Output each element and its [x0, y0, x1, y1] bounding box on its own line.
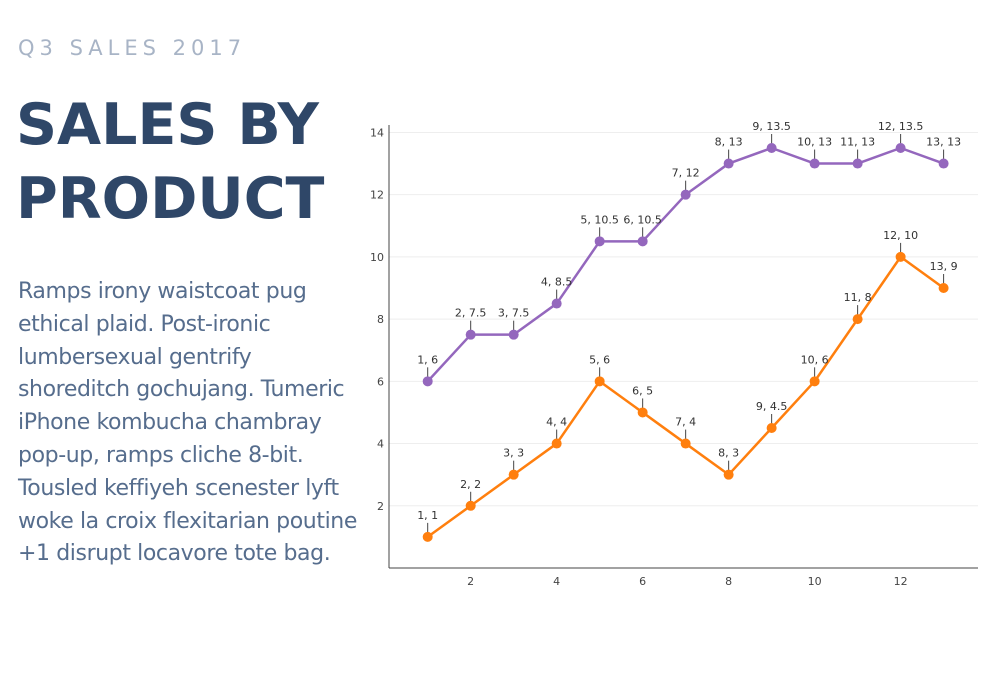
data-point: [422, 531, 433, 542]
data-point: [766, 423, 777, 433]
data-label: 4, 8.5: [541, 276, 573, 289]
data-label: 2, 7.5: [455, 307, 487, 320]
data-label: 6, 5: [632, 384, 653, 397]
data-label: 3, 7.5: [498, 307, 530, 320]
x-tick-label: 4: [553, 575, 560, 588]
data-point: [852, 314, 863, 325]
data-label: 11, 8: [844, 291, 872, 304]
data-label: 13, 13: [926, 136, 961, 149]
y-tick-label: 6: [377, 375, 384, 388]
data-label: 6, 10.5: [623, 213, 661, 226]
data-point: [809, 158, 820, 169]
x-tick-label: 12: [894, 575, 908, 588]
data-point: [680, 189, 691, 200]
data-point: [895, 251, 906, 262]
x-tick-label: 2: [467, 575, 474, 588]
data-label: 12, 10: [883, 229, 918, 242]
data-point: [766, 143, 777, 153]
description-paragraph: Ramps irony waistcoat pug ethical plaid.…: [18, 279, 357, 567]
data-label: 3, 3: [503, 447, 524, 460]
chart-series: 1, 6 2, 7.5 3, 7.5 4, 8.5 5, 10.5 6, 10.5 7, 1…: [417, 120, 961, 542]
data-label: 13, 9: [930, 260, 958, 273]
data-point: [938, 158, 949, 169]
kicker-text: Q3 SALES 2017: [18, 36, 247, 60]
data-point: [938, 283, 949, 293]
data-label: 2, 2: [460, 478, 481, 491]
data-label: 11, 13: [840, 136, 875, 149]
chart-gridlines: [389, 131, 978, 507]
y-tick-label: 10: [370, 251, 384, 264]
y-tick-label: 2: [377, 500, 384, 513]
series-0: 1, 6 2, 7.5 3, 7.5 4, 8.5 5, 10.5 6, 10.5 7, 1…: [417, 120, 961, 387]
data-label: 1, 6: [417, 353, 438, 366]
chart-axes: 2 4 6 8 10 12 14 2 4 6 8 10 12: [370, 125, 978, 588]
data-point: [809, 376, 820, 387]
data-label: 10, 6: [801, 353, 829, 366]
data-label: 9, 4.5: [756, 400, 788, 413]
page-title-line-2: PRODUCT: [16, 166, 325, 232]
data-label: 8, 3: [718, 447, 739, 460]
data-point: [594, 376, 605, 387]
data-label: 5, 10.5: [580, 213, 618, 226]
x-tick-label: 10: [808, 575, 822, 588]
y-tick-label: 12: [370, 189, 384, 202]
data-point: [637, 236, 648, 247]
data-label: 9, 13.5: [752, 120, 790, 133]
data-point: [465, 500, 476, 511]
series-1: 1, 1 2, 2 3, 3 4, 4 5, 6 6, 5 7, 4 8, 3 9, 4.5 10…: [417, 229, 958, 542]
data-point: [723, 158, 734, 169]
data-point: [422, 376, 433, 387]
y-tick-label: 8: [377, 313, 384, 326]
data-point: [508, 469, 519, 480]
data-label: 12, 13.5: [878, 120, 923, 133]
data-point: [852, 158, 863, 169]
data-label: 4, 4: [546, 416, 567, 429]
data-point: [551, 298, 562, 309]
data-point: [723, 469, 734, 480]
x-tick-label: 6: [639, 575, 646, 588]
data-point: [465, 329, 476, 340]
data-point: [637, 407, 648, 418]
y-tick-label: 4: [377, 438, 384, 451]
data-point: [680, 438, 691, 449]
data-label: 1, 1: [417, 509, 438, 522]
data-point: [895, 143, 906, 153]
data-label: 8, 13: [715, 136, 743, 149]
data-point: [508, 329, 519, 340]
data-label: 5, 6: [589, 353, 610, 366]
data-label: 7, 12: [672, 167, 700, 180]
data-label: 10, 13: [797, 136, 832, 149]
x-tick-label: 8: [725, 575, 732, 588]
page-title-line-1: SALES BY: [16, 92, 319, 158]
page-title: SALES BY PRODUCT: [16, 88, 376, 236]
y-tick-label: 14: [370, 126, 384, 139]
data-point: [551, 438, 562, 449]
data-label: 7, 4: [675, 416, 696, 429]
data-point: [594, 236, 605, 247]
